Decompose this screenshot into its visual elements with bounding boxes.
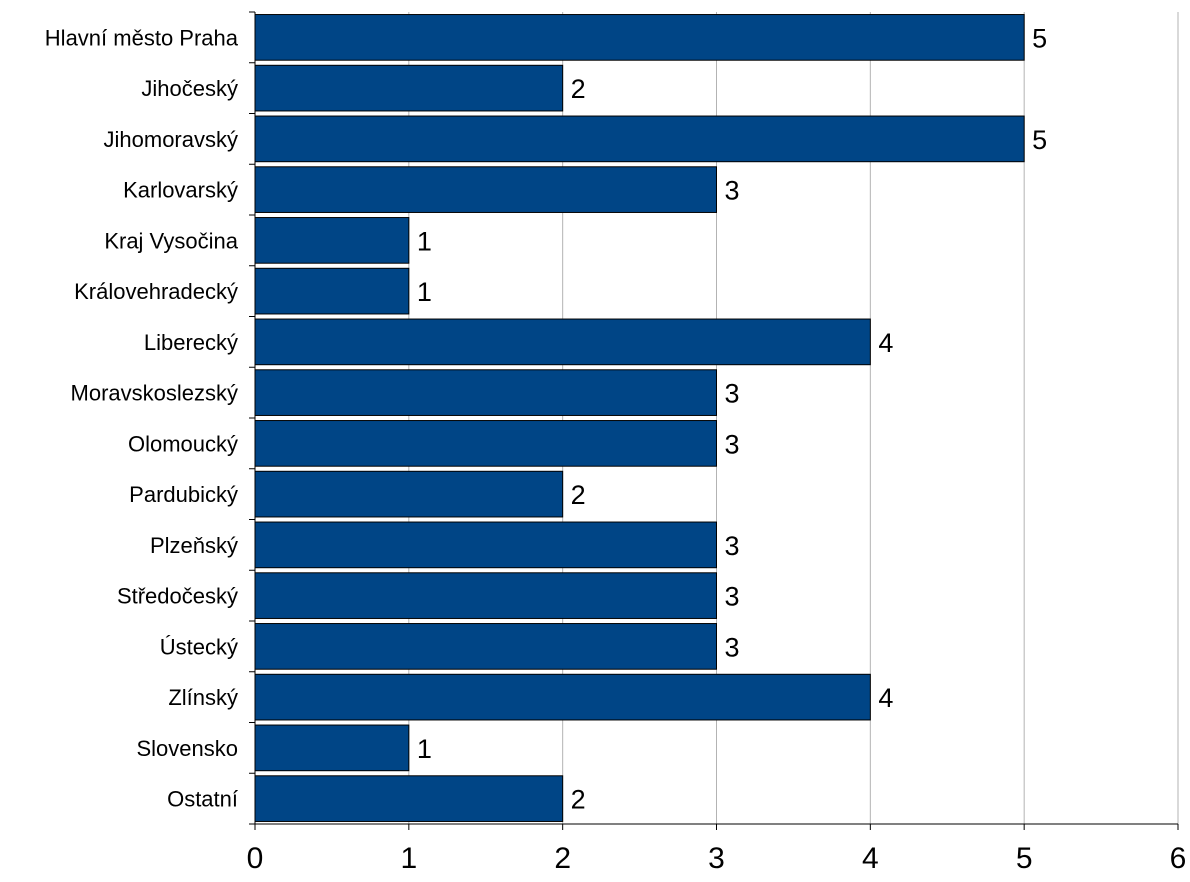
bar bbox=[254, 115, 1025, 163]
data-label: 3 bbox=[725, 531, 740, 561]
category-label: Hlavní město Praha bbox=[45, 25, 239, 50]
category-label: Kraj Vysočina bbox=[104, 228, 238, 253]
category-label: Jihomoravský bbox=[104, 127, 238, 152]
data-label: 2 bbox=[571, 785, 586, 815]
category-label: Ústecký bbox=[160, 634, 238, 659]
data-label: 3 bbox=[725, 582, 740, 612]
axes bbox=[249, 11, 1179, 830]
bar bbox=[254, 217, 410, 264]
data-label: 3 bbox=[725, 429, 740, 459]
x-tick-label: 1 bbox=[400, 842, 417, 875]
category-label: Karlovarský bbox=[123, 178, 238, 203]
data-label: 4 bbox=[878, 683, 893, 713]
category-label: Moravskoslezský bbox=[71, 381, 238, 406]
bar bbox=[254, 267, 410, 315]
bar bbox=[254, 14, 1025, 61]
category-label: Jihočeský bbox=[141, 76, 238, 101]
bar bbox=[254, 369, 717, 416]
bar bbox=[254, 521, 717, 569]
category-label: Liberecký bbox=[144, 330, 238, 355]
x-tick-label: 6 bbox=[1170, 842, 1187, 875]
category-label: Ostatní bbox=[167, 787, 238, 812]
bar bbox=[254, 420, 717, 467]
x-tick-label: 2 bbox=[554, 842, 571, 875]
data-label: 3 bbox=[725, 176, 740, 206]
category-label: Plzeňský bbox=[150, 533, 238, 558]
bar bbox=[254, 166, 717, 213]
bar bbox=[254, 724, 410, 772]
bar bbox=[254, 470, 564, 518]
x-tick-label: 4 bbox=[862, 842, 879, 875]
data-label: 1 bbox=[417, 226, 432, 256]
data-label: 2 bbox=[571, 480, 586, 510]
category-label: Středočeský bbox=[117, 584, 238, 609]
data-label: 3 bbox=[725, 379, 740, 409]
x-tick-label: 5 bbox=[1016, 842, 1033, 875]
data-label: 4 bbox=[878, 328, 893, 358]
data-label: 5 bbox=[1032, 23, 1047, 53]
x-tick-label: 0 bbox=[247, 842, 264, 875]
category-label: Olomoucký bbox=[128, 431, 238, 456]
category-label: Zlínský bbox=[168, 685, 238, 710]
bar bbox=[254, 318, 871, 366]
category-label: Slovensko bbox=[136, 736, 238, 761]
bar bbox=[254, 572, 717, 619]
data-label: 1 bbox=[417, 277, 432, 307]
bar bbox=[254, 623, 717, 670]
data-label: 2 bbox=[571, 74, 586, 104]
bar bbox=[254, 64, 564, 112]
data-label: 3 bbox=[725, 632, 740, 662]
category-label: Královehradecký bbox=[74, 279, 238, 304]
bar bbox=[254, 673, 871, 721]
x-tick-label: 3 bbox=[708, 842, 725, 875]
data-label: 5 bbox=[1032, 125, 1047, 155]
bars bbox=[254, 14, 1025, 822]
bar bbox=[254, 775, 564, 822]
labels: 0 1 2 3 4 5 6 Hlavní město Praha 5 Jihočeský 2 Jiho… bbox=[45, 23, 1187, 875]
data-label: 1 bbox=[417, 734, 432, 764]
category-label: Pardubický bbox=[129, 482, 238, 507]
